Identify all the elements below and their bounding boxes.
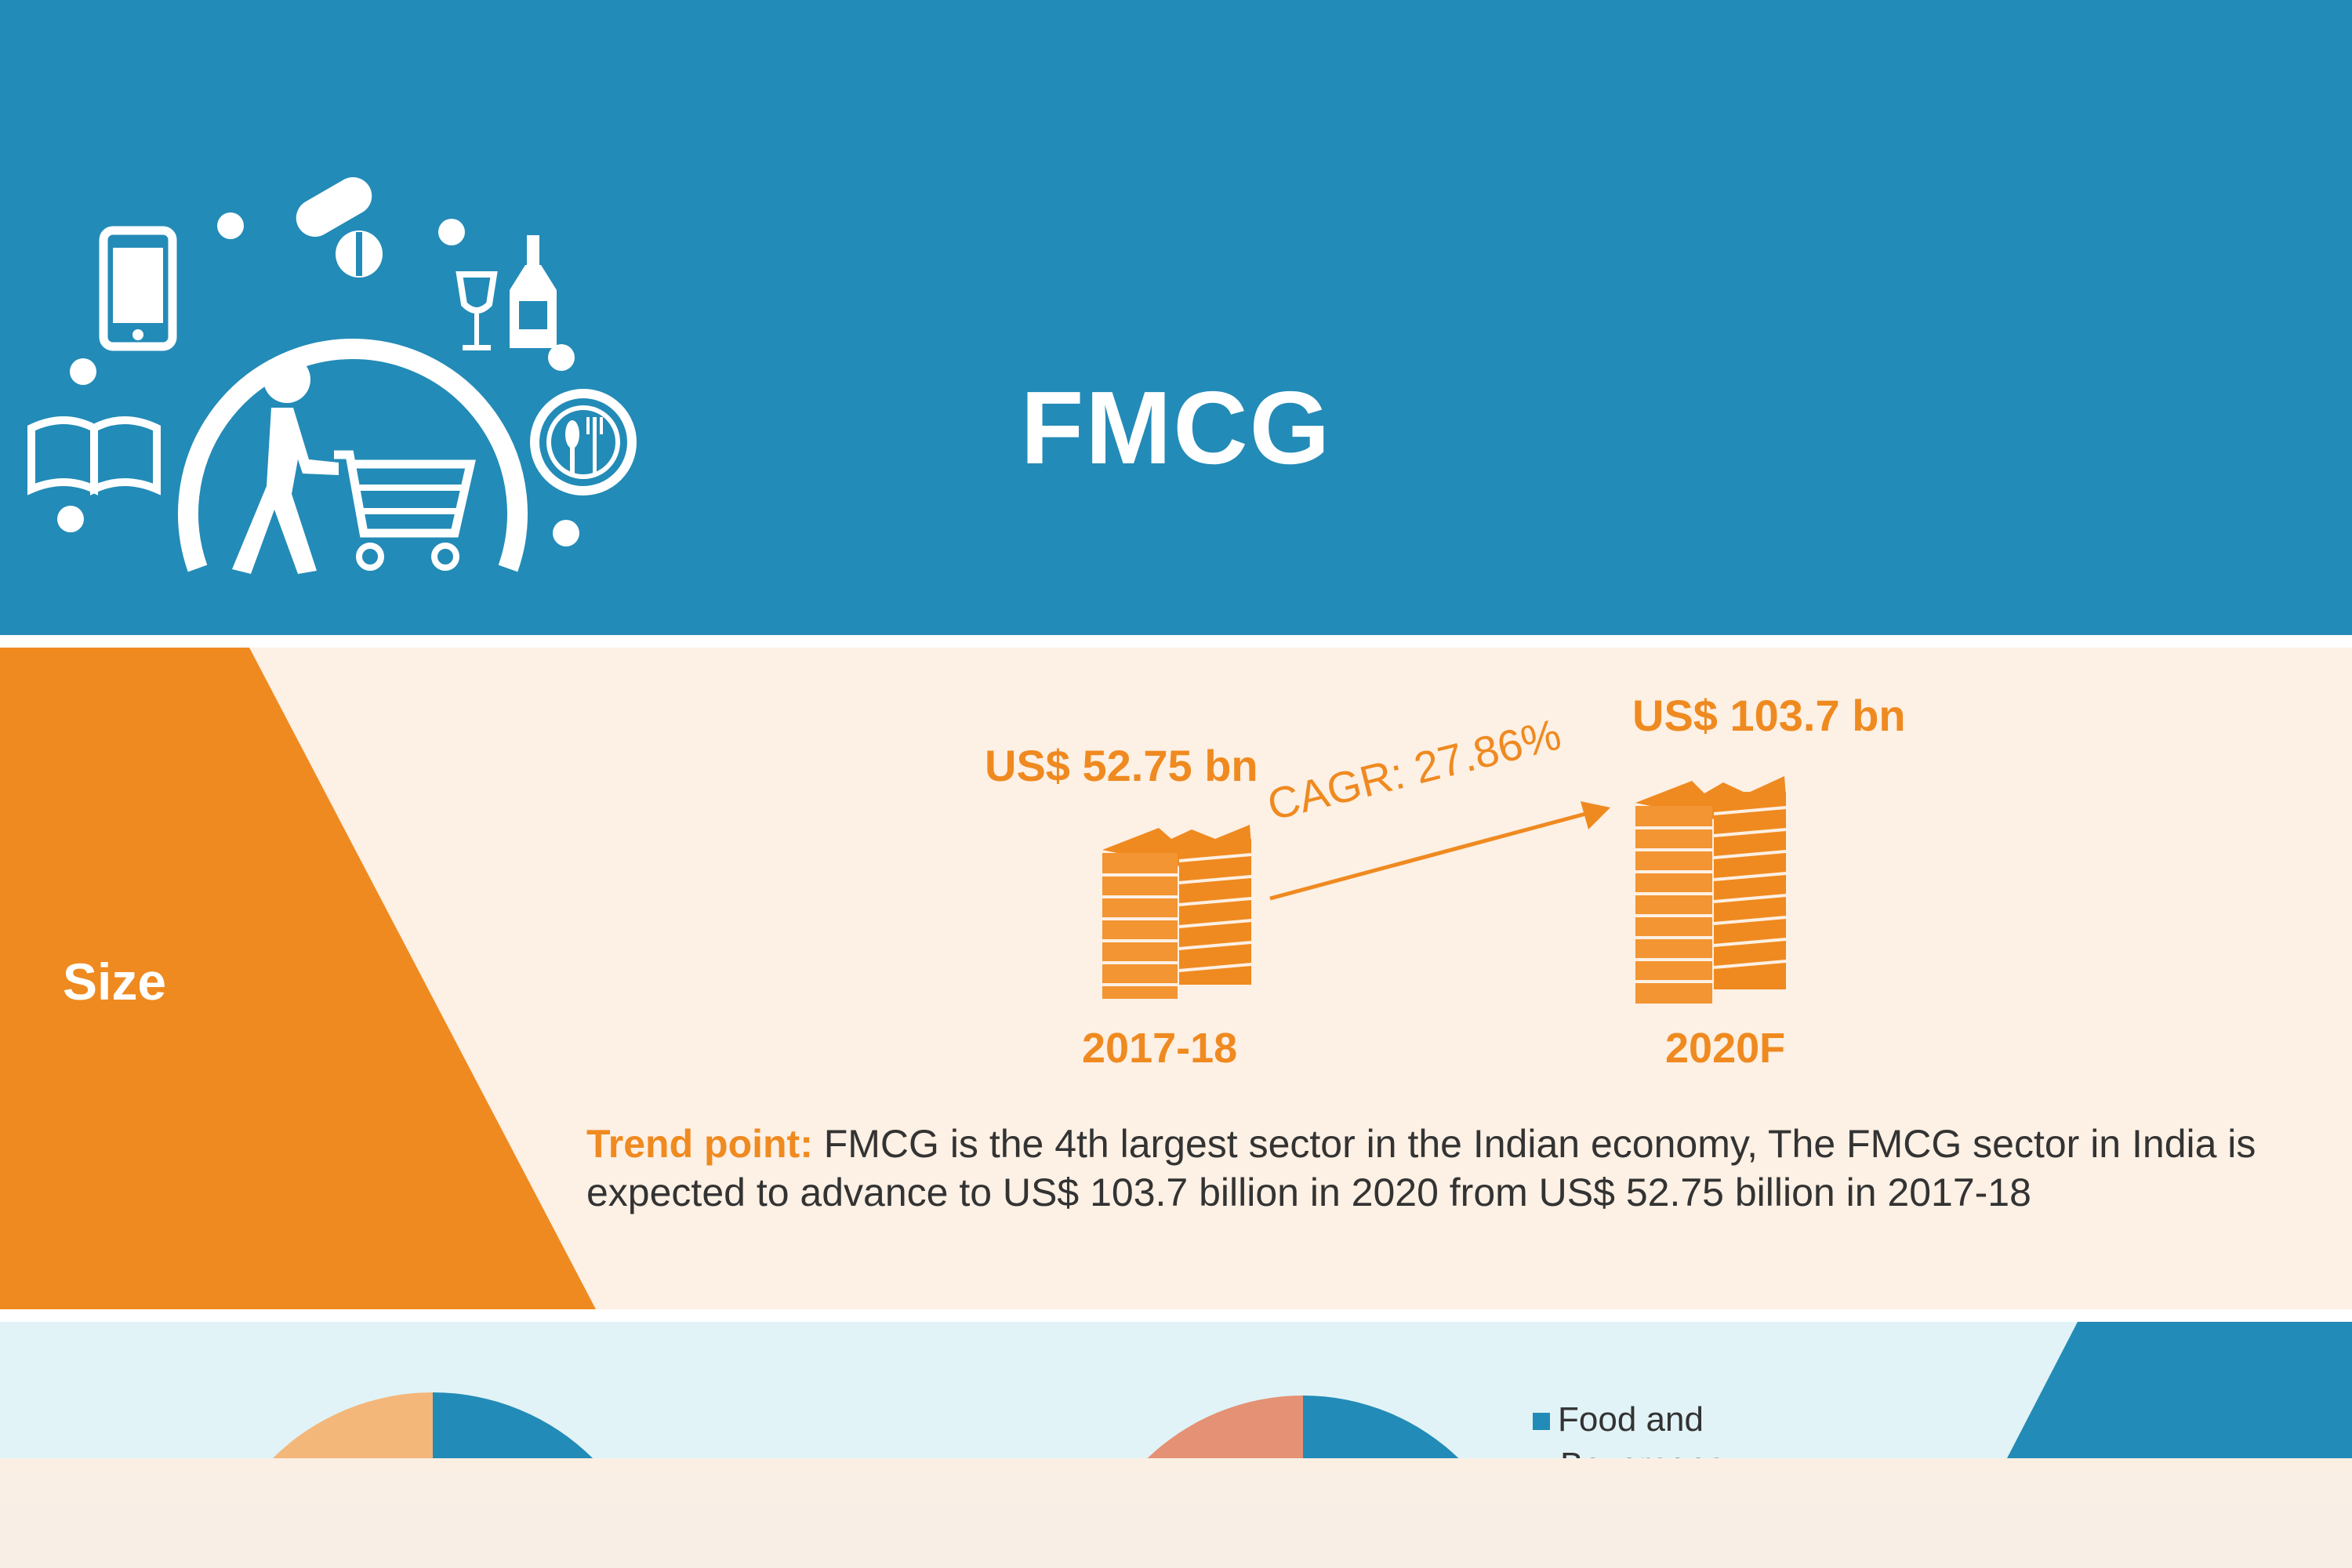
- size-label: Size: [63, 953, 167, 1011]
- money-stack-large-icon: [1635, 776, 1786, 1004]
- share-graphics: [272, 1322, 2352, 1458]
- legend-swatch: [1533, 1413, 1550, 1431]
- pie-chart-right: [1147, 1396, 1459, 1458]
- page-title: FMCG: [1020, 370, 1332, 485]
- trend-point: Trend point: FMCG is the 4th largest sec…: [586, 1120, 2327, 1217]
- growth-graphic: [1102, 776, 1787, 1004]
- trend-label: Trend point:: [586, 1122, 813, 1166]
- fmcg-logo: [27, 177, 637, 574]
- cagr-arrow: [1269, 801, 1610, 901]
- legend-label: Food and: [1558, 1400, 1704, 1439]
- shopper-cart-icon: [232, 356, 476, 574]
- arc-shape: [178, 339, 528, 572]
- legend-label-cut: Beverages: [1560, 1446, 1725, 1458]
- dot-icon: [70, 358, 96, 385]
- dot-icon: [217, 212, 244, 239]
- share-section: Food and Beverages: [0, 1322, 2352, 1458]
- dot-icon: [548, 344, 575, 371]
- money-stack-large-lines: [1635, 806, 1787, 983]
- bottle-icon: [510, 235, 557, 348]
- year-2020: 2020F: [1665, 1025, 1786, 1072]
- plate-cutlery-icon: [530, 389, 637, 495]
- trend-text: FMCG is the 4th largest sector in the In…: [586, 1122, 2256, 1214]
- value-2017: US$ 52.75 bn: [985, 741, 1258, 790]
- mobile-phone-icon: [99, 226, 177, 351]
- pie-chart-left: [272, 1392, 593, 1458]
- size-section: Size: [0, 648, 2352, 1309]
- header-banner: FMCG: [0, 0, 2352, 635]
- money-stack-small-icon: [1102, 825, 1251, 999]
- dot-icon: [57, 506, 84, 532]
- dot-icon: [438, 219, 465, 245]
- page-bottom-background: [0, 1458, 2352, 1568]
- wine-glass-icon: [456, 271, 498, 350]
- divider: [0, 1309, 2352, 1322]
- year-2017: 2017-18: [1082, 1025, 1238, 1072]
- money-stack-small-lines: [1102, 853, 1252, 986]
- size-label-shape: [0, 648, 596, 1309]
- pills-icon: [296, 177, 383, 278]
- dot-icon: [553, 520, 579, 546]
- divider: [0, 635, 2352, 648]
- legend-item-food: Food and: [1533, 1400, 1704, 1439]
- book-icon: [27, 416, 161, 495]
- value-2020: US$ 103.7 bn: [1632, 691, 1906, 740]
- section-label-shape: [2007, 1322, 2352, 1458]
